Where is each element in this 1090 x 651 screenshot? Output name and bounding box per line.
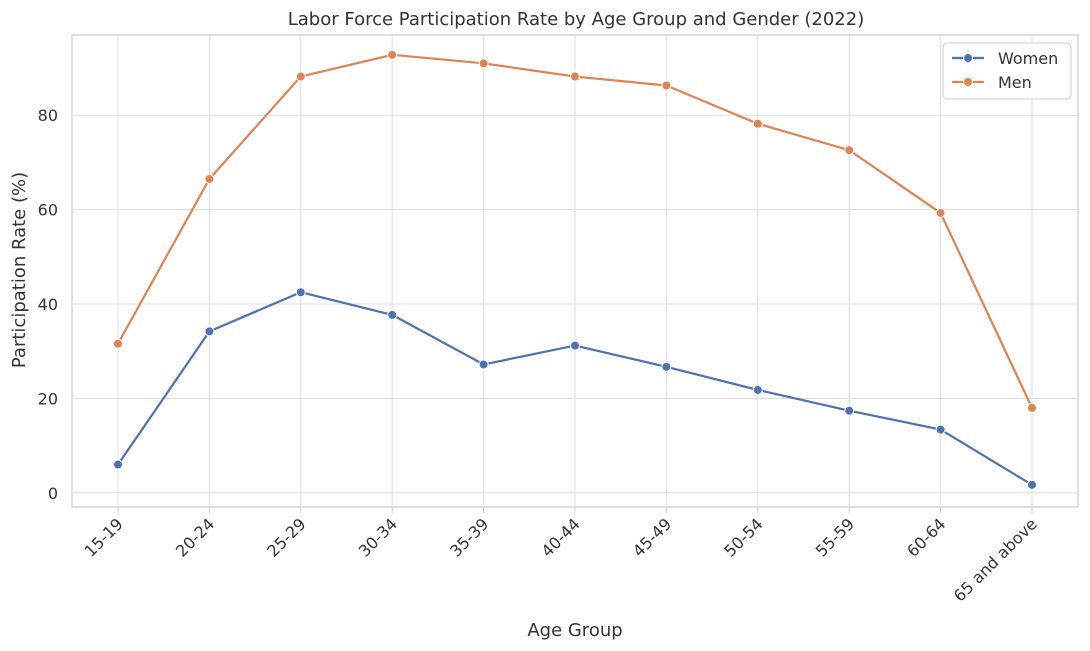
data-point-men xyxy=(570,71,580,82)
data-point-women xyxy=(295,287,306,298)
x-tick-label: 55-59 xyxy=(812,514,858,560)
data-point-men xyxy=(478,58,489,69)
x-axis-label: Age Group xyxy=(527,620,622,641)
data-point-men xyxy=(752,118,763,129)
data-point-men xyxy=(113,338,123,349)
x-tick-label: 35-39 xyxy=(446,514,492,560)
data-point-women xyxy=(844,405,855,416)
data-point-women xyxy=(478,359,489,370)
data-point-women xyxy=(204,326,215,337)
y-tick-label: 20 xyxy=(38,389,58,408)
y-tick-label: 60 xyxy=(38,201,58,220)
data-point-women xyxy=(935,424,946,435)
y-tick-label: 80 xyxy=(38,106,58,125)
x-tick-label: 25-29 xyxy=(263,514,309,560)
data-point-women xyxy=(387,309,398,320)
chart-title: Labor Force Participation Rate by Age Gr… xyxy=(288,9,864,30)
x-tick-label: 15-19 xyxy=(81,514,127,560)
x-tick-label: 20-24 xyxy=(172,514,218,560)
y-tick-label: 0 xyxy=(48,484,58,503)
data-point-women xyxy=(1027,479,1037,490)
data-point-men xyxy=(387,49,398,60)
y-tick-label: 40 xyxy=(38,295,58,314)
legend-marker-women xyxy=(963,53,973,63)
data-point-men xyxy=(661,80,672,91)
legend-label-women: Women xyxy=(998,49,1058,68)
x-tick-label: 60-64 xyxy=(903,514,949,560)
data-point-women xyxy=(570,340,580,351)
y-axis-label: Participation Rate (%) xyxy=(9,172,30,368)
data-point-men xyxy=(295,71,306,82)
legend-label-men: Men xyxy=(998,73,1032,92)
data-point-women xyxy=(113,459,123,470)
plot-area: 15-19 20-24 25-29 30-34 35-39 40-44 45-49 50-54… xyxy=(38,34,1079,605)
legend-marker-men xyxy=(963,77,973,87)
x-tick-label: 40-44 xyxy=(538,514,584,560)
data-point-women xyxy=(661,361,672,372)
x-tick-label: 45-49 xyxy=(629,514,675,560)
data-point-women xyxy=(752,384,763,395)
data-point-men xyxy=(935,207,946,218)
legend: Women Men xyxy=(942,42,1072,100)
x-tick-label: 65 and above xyxy=(950,514,1041,605)
data-point-men xyxy=(204,173,215,184)
data-point-men xyxy=(844,145,855,156)
x-tick-label: 50-54 xyxy=(720,514,766,560)
x-tick-label: 30-34 xyxy=(355,514,401,560)
data-point-men xyxy=(1027,402,1037,413)
